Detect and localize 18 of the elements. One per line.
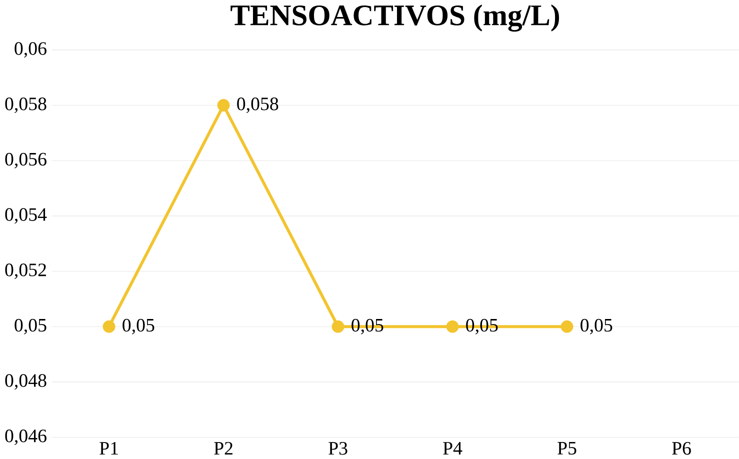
y-tick-label: 0,052	[5, 263, 46, 279]
y-tick-label: 0,048	[5, 374, 46, 390]
data-label: 0,05	[580, 318, 612, 334]
x-tick-label: P3	[328, 442, 348, 455]
chart-title: TENSOACTIVOS (mg/L)	[230, 4, 560, 32]
data-label: 0,05	[122, 318, 154, 334]
y-tick-label: 0,06	[14, 42, 46, 58]
x-tick-label: P2	[214, 442, 232, 454]
x-tick-label: P1	[100, 442, 118, 454]
y-tick-label: 0,058	[5, 97, 46, 113]
x-tick-label: P5	[558, 442, 576, 454]
x-tick-label: P4	[443, 442, 462, 454]
y-tick-label: 0,056	[5, 152, 46, 168]
data-label: 0,058	[237, 97, 278, 113]
y-tick-label: 0,05	[14, 318, 46, 334]
x-tick-label: P6	[672, 442, 691, 455]
y-tick-label: 0,054	[5, 208, 47, 224]
y-tick-label: 0,046	[5, 429, 46, 445]
